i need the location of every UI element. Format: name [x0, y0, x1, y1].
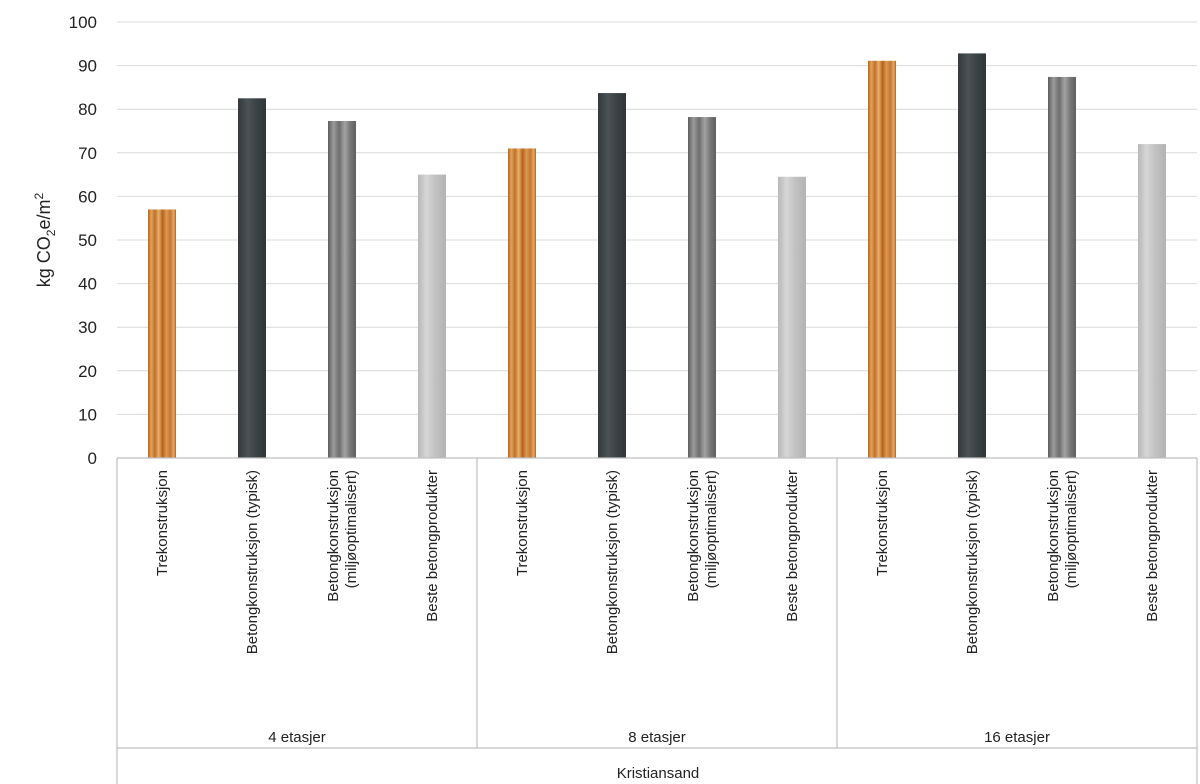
y-tick-label: 40 — [78, 275, 97, 294]
y-tick-label: 30 — [78, 318, 97, 337]
x-tick-label: Betongkonstruksjon (typisk) — [604, 470, 621, 654]
gridlines — [117, 21, 1197, 415]
x-tick-label: (miljøoptimalisert) — [703, 470, 720, 588]
bar-mid — [1048, 76, 1076, 458]
group-label: 16 etasjer — [984, 729, 1050, 746]
x-tick-label: Trekonstruksjon — [154, 470, 171, 576]
y-tick-label: 90 — [78, 57, 97, 76]
bar-mid — [328, 120, 356, 459]
y-tick-label: 10 — [78, 405, 97, 424]
y-axis-label: kg CO2e/m2 — [32, 192, 58, 287]
bar-mid — [688, 117, 716, 458]
bars — [148, 53, 1166, 459]
bar-light — [1138, 144, 1166, 458]
y-tick-label: 70 — [78, 144, 97, 163]
bar-dark — [598, 93, 626, 459]
bar-light — [418, 174, 446, 458]
x-tick-label: Betongkonstruksjon — [685, 470, 702, 602]
bar-wood — [868, 60, 896, 458]
bar-light — [778, 176, 806, 458]
x-tick-label: Beste betongprodukter — [424, 470, 441, 622]
x-tick-label: Betongkonstruksjon — [325, 470, 342, 602]
group-label: 8 etasjer — [628, 729, 686, 746]
bar-dark — [238, 98, 266, 459]
outer-group-label: Kristiansand — [617, 765, 700, 782]
x-tick-label: Betongkonstruksjon — [1045, 470, 1062, 602]
x-tick-label: Trekonstruksjon — [514, 470, 531, 576]
y-tick-label: 50 — [78, 231, 97, 250]
x-axis-frame — [116, 457, 1198, 784]
x-tick-label: Trekonstruksjon — [874, 470, 891, 576]
y-tick-label: 20 — [78, 362, 97, 381]
y-tick-label: 100 — [69, 13, 97, 32]
y-tick-label: 60 — [78, 187, 97, 206]
x-tick-label: Beste betongprodukter — [1144, 470, 1161, 622]
x-tick-label: Betongkonstruksjon (typisk) — [244, 470, 261, 654]
x-tick-label: Betongkonstruksjon (typisk) — [964, 470, 981, 654]
x-tick-label: (miljøoptimalisert) — [1063, 470, 1080, 588]
bar-dark — [958, 53, 986, 458]
y-axis-ticks: 0 10 20 30 40 50 60 70 80 90 100 — [69, 13, 97, 468]
y-tick-label: 0 — [88, 449, 97, 468]
y-tick-label: 80 — [78, 100, 97, 119]
x-axis-labels: Trekonstruksjon Betongkonstruksjon (typis… — [154, 470, 1161, 746]
x-tick-label: (miljøoptimalisert) — [343, 470, 360, 588]
group-label: 4 etasjer — [268, 729, 326, 746]
bar-wood — [508, 148, 536, 458]
x-tick-label: Beste betongprodukter — [784, 470, 801, 622]
bar-wood — [148, 209, 176, 458]
